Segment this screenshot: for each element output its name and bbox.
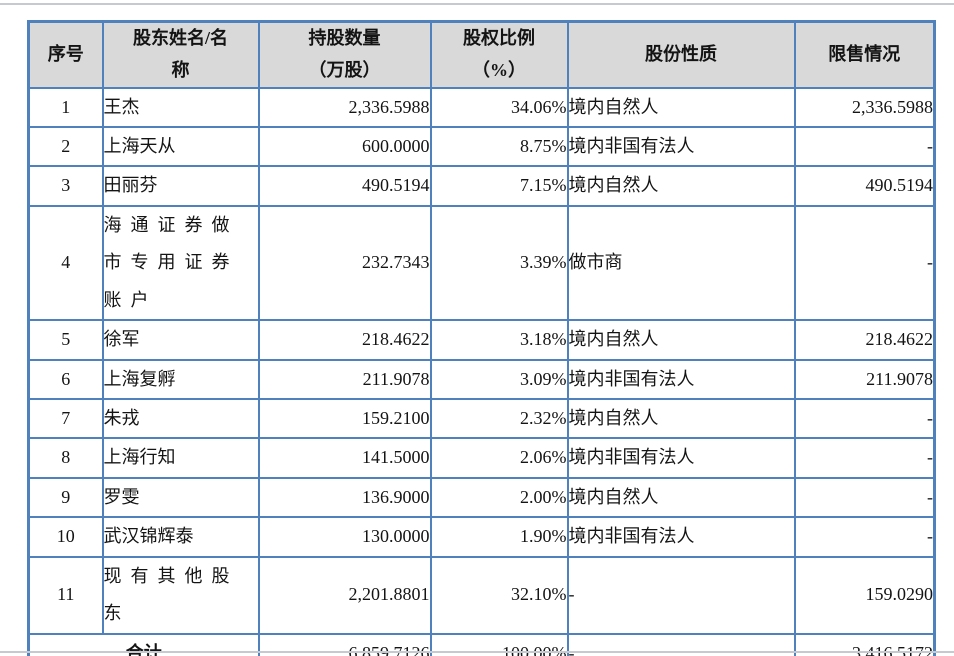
cell-ratio: 32.10%: [429, 555, 569, 635]
cell-shares: 141.5000: [257, 437, 432, 479]
cell-shares: 2,336.5988: [257, 86, 432, 128]
cell-serial: 6: [27, 358, 104, 401]
cell-shareholder-name: 海通证券做市专用证券账户: [101, 204, 260, 322]
cell-nature: 境内自然人: [566, 165, 796, 207]
cell-shareholder-name: 朱戎: [101, 397, 260, 440]
cell-serial: 3: [27, 165, 104, 207]
cell-restricted: 218.4622: [793, 319, 936, 361]
cell-total-label: 合计: [27, 632, 260, 656]
shareholder-table: 序号 股东姓名/名 称 持股数量 （万股） 股权比例 （%） 股份性质 限售情况…: [27, 20, 936, 656]
cell-ratio: 2.32%: [429, 397, 569, 440]
cell-shareholder-name: 上海天从: [101, 125, 260, 168]
table-row: 9 罗雯 136.9000 2.00% 境内自然人 -: [27, 476, 936, 519]
header-shareholder: 股东姓名/名 称: [101, 20, 260, 89]
cell-serial: 8: [27, 437, 104, 479]
table-total-row: 合计 6,859.7126 100.00% - 3,416.5172: [27, 632, 936, 656]
cell-nature: -: [566, 555, 796, 635]
table-row: 1 王杰 2,336.5988 34.06% 境内自然人 2,336.5988: [27, 86, 936, 128]
cell-shares: 211.9078: [257, 358, 432, 401]
table-row: 2 上海天从 600.0000 8.75% 境内非国有法人 -: [27, 125, 936, 168]
header-ratio: 股权比例 （%）: [429, 20, 569, 89]
cell-restricted: -: [793, 397, 936, 440]
cell-nature: 境内自然人: [566, 319, 796, 361]
table-row: 6 上海复孵 211.9078 3.09% 境内非国有法人 211.9078: [27, 358, 936, 401]
table-row: 8 上海行知 141.5000 2.06% 境内非国有法人 -: [27, 437, 936, 479]
cell-nature: 境内非国有法人: [566, 125, 796, 168]
cell-shares: 218.4622: [257, 319, 432, 361]
cell-restricted: 211.9078: [793, 358, 936, 401]
cell-shares: 600.0000: [257, 125, 432, 168]
table-row: 4 海通证券做市专用证券账户 232.7343 3.39% 做市商 -: [27, 204, 936, 322]
cell-total-nature: -: [566, 632, 796, 656]
cell-nature: 境内自然人: [566, 86, 796, 128]
cell-nature: 境内自然人: [566, 476, 796, 519]
cell-serial: 2: [27, 125, 104, 168]
cell-restricted: -: [793, 476, 936, 519]
cell-shareholder-name: 现有其他股东: [101, 555, 260, 635]
header-serial: 序号: [27, 20, 104, 89]
cell-ratio: 34.06%: [429, 86, 569, 128]
cell-shares: 2,201.8801: [257, 555, 432, 635]
cell-nature: 境内非国有法人: [566, 437, 796, 479]
cell-ratio: 2.00%: [429, 476, 569, 519]
page-crop-line-top: [0, 3, 954, 5]
cell-shareholder-name: 武汉锦辉泰: [101, 516, 260, 558]
cell-shareholder-name: 徐军: [101, 319, 260, 361]
cell-restricted: 490.5194: [793, 165, 936, 207]
table-row: 10 武汉锦辉泰 130.0000 1.90% 境内非国有法人 -: [27, 516, 936, 558]
header-restricted: 限售情况: [793, 20, 936, 89]
cell-shares: 130.0000: [257, 516, 432, 558]
cell-shares: 490.5194: [257, 165, 432, 207]
cell-shares: 232.7343: [257, 204, 432, 322]
cell-shareholder-name: 上海行知: [101, 437, 260, 479]
cell-serial: 9: [27, 476, 104, 519]
table-header-row: 序号 股东姓名/名 称 持股数量 （万股） 股权比例 （%） 股份性质 限售情况: [27, 20, 936, 89]
cell-total-restricted: 3,416.5172: [793, 632, 936, 656]
cell-shareholder-name: 上海复孵: [101, 358, 260, 401]
cell-ratio: 3.09%: [429, 358, 569, 401]
table-row: 7 朱戎 159.2100 2.32% 境内自然人 -: [27, 397, 936, 440]
cell-serial: 7: [27, 397, 104, 440]
page-crop-line-bottom: [0, 651, 954, 653]
cell-nature: 境内非国有法人: [566, 358, 796, 401]
cell-restricted: 159.0290: [793, 555, 936, 635]
table-row: 11 现有其他股东 2,201.8801 32.10% - 159.0290: [27, 555, 936, 635]
table-row: 5 徐军 218.4622 3.18% 境内自然人 218.4622: [27, 319, 936, 361]
cell-serial: 11: [27, 555, 104, 635]
cell-serial: 5: [27, 319, 104, 361]
header-shares: 持股数量 （万股）: [257, 20, 432, 89]
cell-serial: 4: [27, 204, 104, 322]
cell-shares: 159.2100: [257, 397, 432, 440]
cell-nature: 境内非国有法人: [566, 516, 796, 558]
cell-ratio: 8.75%: [429, 125, 569, 168]
cell-serial: 1: [27, 86, 104, 128]
cell-serial: 10: [27, 516, 104, 558]
cell-shareholder-name: 田丽芬: [101, 165, 260, 207]
cell-restricted: -: [793, 516, 936, 558]
cell-restricted: -: [793, 204, 936, 322]
cell-shareholder-name: 罗雯: [101, 476, 260, 519]
cell-shares: 136.9000: [257, 476, 432, 519]
header-nature: 股份性质: [566, 20, 796, 89]
cell-ratio: 3.39%: [429, 204, 569, 322]
cell-restricted: -: [793, 437, 936, 479]
table-row: 3 田丽芬 490.5194 7.15% 境内自然人 490.5194: [27, 165, 936, 207]
cell-ratio: 3.18%: [429, 319, 569, 361]
cell-restricted: -: [793, 125, 936, 168]
cell-restricted: 2,336.5988: [793, 86, 936, 128]
cell-total-shares: 6,859.7126: [257, 632, 432, 656]
cell-ratio: 7.15%: [429, 165, 569, 207]
cell-ratio: 1.90%: [429, 516, 569, 558]
cell-nature: 境内自然人: [566, 397, 796, 440]
cell-ratio: 2.06%: [429, 437, 569, 479]
cell-nature: 做市商: [566, 204, 796, 322]
cell-shareholder-name: 王杰: [101, 86, 260, 128]
